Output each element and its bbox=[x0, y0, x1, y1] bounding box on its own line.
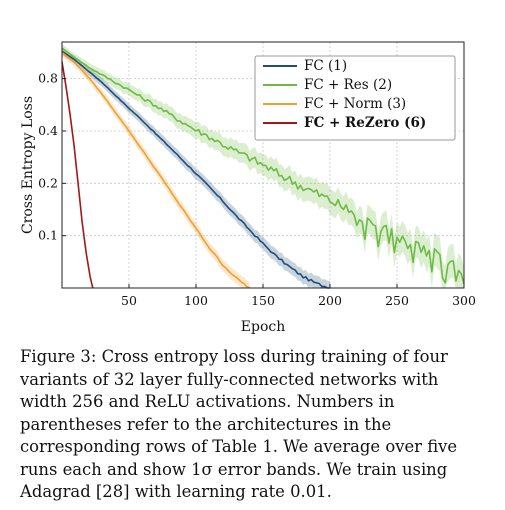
x-axis-ticks: 50 100 150 200 250 300 bbox=[121, 284, 476, 308]
loss-chart: 50 100 150 200 250 300 0.8 0.4 0.2 0.1 Epoch Cro… bbox=[20, 41, 476, 335]
y-axis-ticks: 0.8 0.4 0.2 0.1 bbox=[38, 71, 66, 243]
x-tick-label: 250 bbox=[385, 293, 409, 308]
legend-label: FC (1) bbox=[304, 58, 347, 74]
y-tick-label: 0.2 bbox=[38, 175, 58, 190]
legend-label: FC + ReZero (6) bbox=[304, 115, 426, 131]
x-tick-label: 300 bbox=[452, 293, 476, 308]
y-tick-label: 0.8 bbox=[38, 71, 58, 86]
x-tick-label: 150 bbox=[251, 293, 275, 308]
x-tick-label: 50 bbox=[121, 293, 137, 308]
x-tick-label: 100 bbox=[184, 293, 208, 308]
y-axis-label: Cross Entropy Loss bbox=[20, 96, 36, 234]
series-line bbox=[61, 51, 250, 289]
caption-text: Cross entropy loss during training of fo… bbox=[20, 347, 458, 501]
y-tick-label: 0.1 bbox=[38, 228, 58, 243]
legend-box bbox=[254, 55, 456, 141]
series-line bbox=[61, 47, 465, 285]
legend: FC (1) FC + Res (2) FC + Norm (3) FC + ReZe… bbox=[254, 55, 456, 141]
legend-label: FC + Res (2) bbox=[304, 77, 392, 93]
series-line bbox=[61, 61, 94, 289]
y-tick-label: 0.4 bbox=[38, 123, 58, 138]
caption-label: Figure 3: bbox=[20, 347, 97, 366]
series-lines bbox=[61, 47, 465, 289]
series-line bbox=[61, 50, 330, 289]
legend-label: FC + Norm (3) bbox=[304, 96, 406, 112]
x-tick-label: 200 bbox=[318, 293, 342, 308]
figure-caption: Figure 3: Cross entropy loss during trai… bbox=[20, 346, 490, 504]
x-axis-label: Epoch bbox=[241, 319, 285, 335]
